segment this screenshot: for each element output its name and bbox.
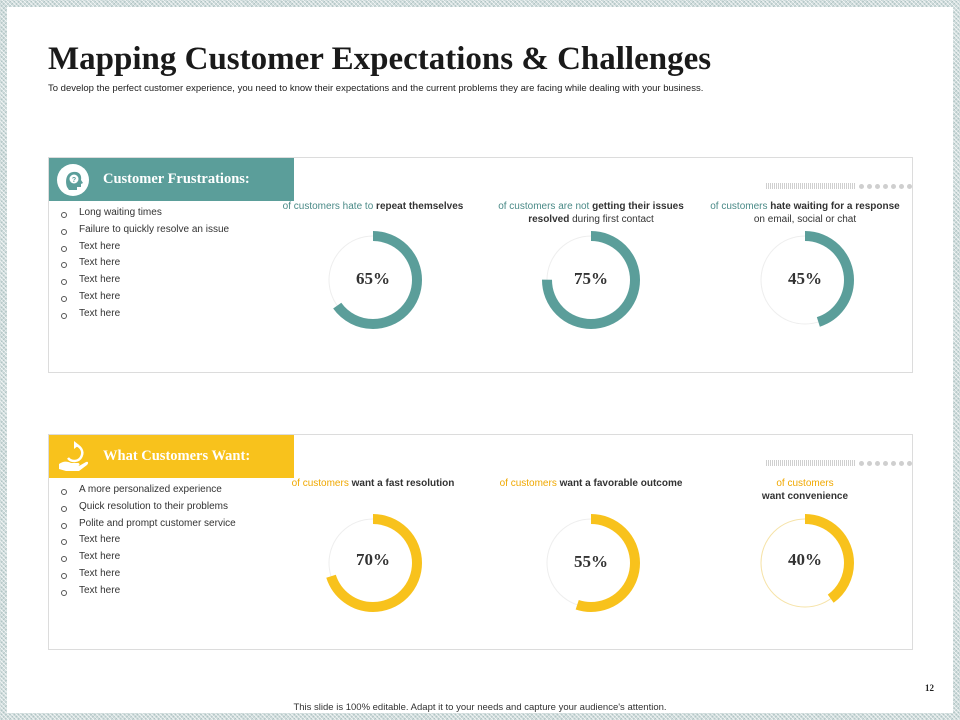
list-item: A more personalized experience	[61, 482, 236, 499]
wants-panel: What Customers Want: A more personalized…	[48, 434, 913, 650]
donut-value: 40%	[788, 550, 822, 569]
stat-description: of customers want convenience	[761, 478, 849, 502]
donut-value: 45%	[788, 269, 822, 288]
stat-description: of customers hate to repeat themselves	[282, 201, 464, 212]
list-item: Text here	[61, 272, 229, 289]
donut-chart: 70%	[323, 513, 423, 613]
wants-header: What Customers Want:	[49, 435, 294, 478]
list-item: Text here	[61, 255, 229, 272]
donut-chart: 40%	[755, 513, 855, 613]
donut-arc	[542, 231, 640, 329]
frustrations-panel: ? Customer Frustrations: Long waiting ti…	[48, 157, 913, 373]
frustrations-header-label: Customer Frustrations:	[103, 171, 250, 187]
wants-header-label: What Customers Want:	[103, 448, 251, 464]
page-title: Mapping Customer Expectations & Challeng…	[48, 41, 712, 77]
list-item: Text here	[61, 306, 229, 323]
hand-refresh-icon	[56, 440, 90, 474]
donut-value: 65%	[356, 269, 390, 288]
donut-value: 70%	[356, 550, 390, 569]
stat-description: of customers want a fast resolution	[291, 478, 455, 489]
stat-card: of customers want a favorable outcome 55…	[491, 477, 691, 613]
svg-text:?: ?	[72, 177, 76, 184]
stat-description: of customers want a favorable outcome	[499, 478, 683, 489]
list-item: Text here	[61, 289, 229, 306]
list-item: Long waiting times	[61, 205, 229, 222]
stat-card: of customers hate waiting for a response…	[705, 200, 905, 330]
donut-arc	[542, 514, 640, 612]
donut-chart: 75%	[541, 230, 641, 330]
wants-list: A more personalized experience Quick res…	[61, 482, 236, 600]
donut-value: 55%	[574, 552, 608, 571]
page-subtitle: To develop the perfect customer experien…	[48, 83, 704, 94]
frustrations-list: Long waiting times Failure to quickly re…	[61, 205, 229, 323]
list-item: Polite and prompt customer service	[61, 516, 236, 533]
donut-arc	[756, 231, 854, 329]
stat-card: of customers are not getting their issue…	[491, 200, 691, 330]
list-item: Text here	[61, 583, 236, 600]
donut-chart: 55%	[541, 513, 641, 613]
stat-card: of customers want convenience 40%	[705, 477, 905, 613]
list-item: Failure to quickly resolve an issue	[61, 222, 229, 239]
frustrations-header: ? Customer Frustrations:	[49, 158, 294, 201]
donut-arc	[756, 514, 854, 612]
donut-chart: 45%	[755, 230, 855, 330]
stat-description: of customers hate waiting for a response…	[710, 201, 900, 225]
donut-value: 75%	[574, 269, 608, 288]
decorative-dots	[766, 459, 912, 467]
list-item: Text here	[61, 239, 229, 256]
donut-arc	[324, 514, 422, 612]
slide: Mapping Customer Expectations & Challeng…	[7, 7, 953, 713]
list-item: Text here	[61, 566, 236, 583]
donut-chart: 65%	[323, 230, 423, 330]
page-number: 12	[925, 683, 934, 693]
footer-note: This slide is 100% editable. Adapt it to…	[293, 702, 667, 713]
decorative-dots	[766, 182, 912, 190]
stat-card: of customers hate to repeat themselves 6…	[273, 200, 473, 330]
list-item: Quick resolution to their problems	[61, 499, 236, 516]
list-item: Text here	[61, 549, 236, 566]
stat-card: of customers want a fast resolution 70%	[273, 477, 473, 613]
stat-description: of customers are not getting their issue…	[498, 201, 684, 225]
list-item: Text here	[61, 532, 236, 549]
question-head-icon: ?	[56, 163, 90, 197]
donut-arc	[324, 231, 422, 329]
